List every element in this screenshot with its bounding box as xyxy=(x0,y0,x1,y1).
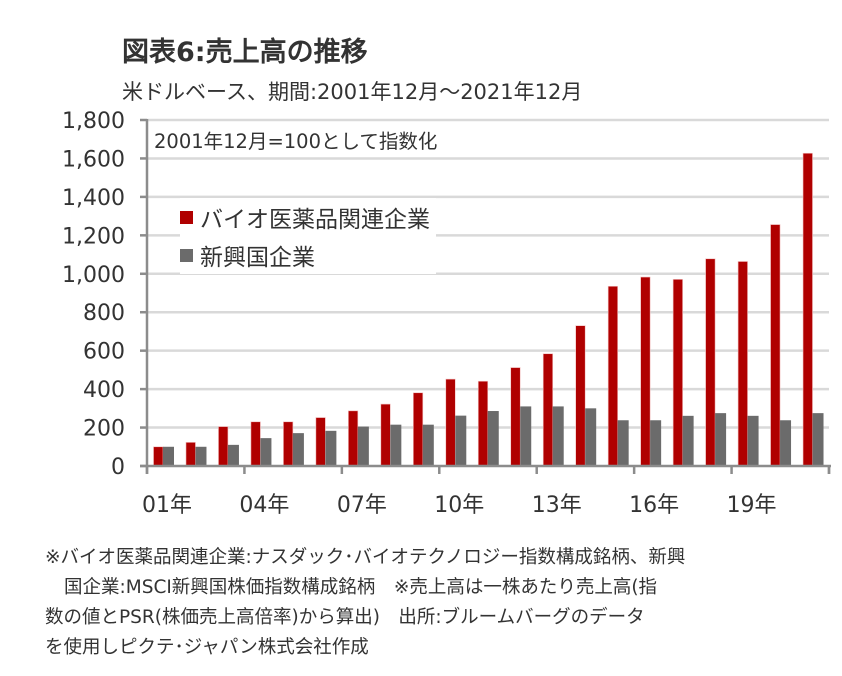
legend-item-emerging: 新興国企業 xyxy=(180,236,436,274)
y-tick-label: 1,600 xyxy=(62,147,125,172)
y-tick-label: 600 xyxy=(83,340,125,365)
bar-emerging xyxy=(292,433,304,466)
bar-bio xyxy=(705,258,716,467)
bar-emerging xyxy=(682,415,694,466)
bar-emerging xyxy=(325,430,337,466)
y-tick-label: 400 xyxy=(83,378,125,403)
bar-bio xyxy=(185,442,196,467)
bar-bio xyxy=(607,285,618,467)
bar-bio xyxy=(737,261,748,467)
bar-bio xyxy=(283,421,294,467)
index-annotation: 2001年12月=100として指数化 xyxy=(150,125,442,156)
bar-emerging xyxy=(455,415,467,466)
bar-emerging xyxy=(487,411,499,466)
y-tick-label: 800 xyxy=(83,301,125,326)
legend-label-emerging: 新興国企業 xyxy=(200,245,315,271)
bar-emerging xyxy=(585,408,597,466)
y-tick-label: 1,000 xyxy=(62,263,125,288)
bar-bio xyxy=(153,446,164,467)
bar-emerging xyxy=(163,446,174,466)
bar-bio xyxy=(802,152,813,467)
x-tick-label: 07年 xyxy=(337,493,387,518)
bar-bio xyxy=(315,417,326,467)
bar-emerging xyxy=(715,413,727,466)
bar-bio xyxy=(477,380,489,467)
x-tick-label: 16年 xyxy=(629,493,679,518)
chart-subtitle: 米ドルベース、期間:2001年12月～2021年12月 xyxy=(122,80,583,104)
x-tick-label: 04年 xyxy=(239,493,289,518)
footnote-line: 国企業:MSCI新興国株価指数構成銘柄 ※売上高は一株あたり売上高(指 xyxy=(64,577,658,598)
bar-emerging xyxy=(552,406,564,466)
bar-emerging xyxy=(227,444,239,466)
bar-bio xyxy=(770,224,781,467)
legend-label-bio: バイオ医薬品関連企業 xyxy=(200,207,430,233)
bar-emerging xyxy=(812,413,824,466)
bar-emerging xyxy=(617,420,629,466)
x-tick-label: 13年 xyxy=(532,493,582,518)
bar-emerging xyxy=(650,420,662,466)
bar-bio xyxy=(575,325,586,467)
bar-bio xyxy=(250,421,261,467)
bar-bio xyxy=(380,403,391,467)
axes xyxy=(140,118,831,474)
legend: バイオ医薬品関連企業 新興国企業 xyxy=(180,198,436,274)
bar-emerging xyxy=(390,424,402,466)
bar-emerging xyxy=(780,420,792,466)
y-tick-label: 1,400 xyxy=(62,186,125,211)
x-axis-labels: 01年 04年 07年 10年 13年 16年 19年 xyxy=(142,493,777,518)
bar-bio xyxy=(510,367,521,467)
bar-bio xyxy=(640,276,651,467)
bar-bio xyxy=(445,378,456,467)
bar-emerging xyxy=(520,406,532,466)
legend-item-bio: バイオ医薬品関連企業 xyxy=(180,198,436,236)
bar-bio xyxy=(218,426,229,467)
footnote: ※バイオ医薬品関連企業:ナスダック･バイオテクノロジー指数構成銘柄、新興 国企業… xyxy=(45,543,835,663)
y-tick-label: 1,800 xyxy=(62,109,125,134)
x-tick-label: 10年 xyxy=(434,493,484,518)
bar-emerging xyxy=(422,424,434,466)
chart-title: 図表6:売上高の推移 xyxy=(122,37,368,68)
bar-emerging xyxy=(195,446,207,466)
bar-bio xyxy=(348,410,359,467)
y-tick-label: 0 xyxy=(111,455,125,480)
x-tick-label: 01年 xyxy=(142,493,192,518)
legend-swatch-emerging xyxy=(180,248,193,262)
footnote-line: 数の値とPSR(株価売上高倍率)から算出) 出所:ブルームバーグのデータ xyxy=(45,607,645,628)
bars xyxy=(153,152,824,467)
y-tick-label: 200 xyxy=(83,417,125,442)
x-tick-label: 19年 xyxy=(727,493,777,518)
y-tick-label: 1,200 xyxy=(62,224,125,249)
y-axis-labels: 0 200 400 600 800 1,000 1,200 1,400 1,600 1,800 xyxy=(62,109,125,480)
bar-bio xyxy=(672,279,683,467)
bar-bio xyxy=(542,353,554,467)
bar-emerging xyxy=(747,415,759,466)
bar-emerging xyxy=(357,426,369,466)
legend-swatch-bio xyxy=(180,210,193,224)
bar-emerging xyxy=(260,438,272,466)
footnote-line: ※バイオ医薬品関連企業:ナスダック･バイオテクノロジー指数構成銘柄、新興 xyxy=(45,547,686,568)
bar-bio xyxy=(413,392,424,467)
footnote-line: を使用しピクテ･ジャパン株式会社作成 xyxy=(45,637,369,658)
